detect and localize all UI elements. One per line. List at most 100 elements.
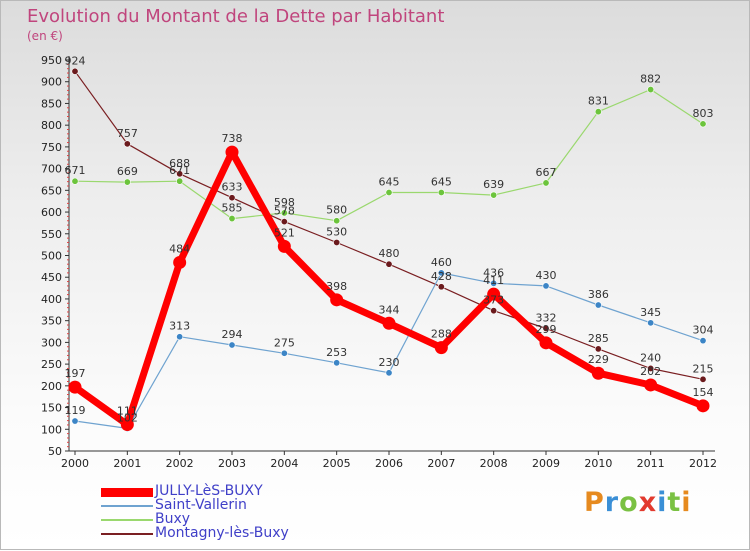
data-label: 460 xyxy=(431,256,452,269)
x-tick-label: 2006 xyxy=(375,457,403,470)
y-tick-label: 100 xyxy=(41,423,62,436)
x-tick-label: 2010 xyxy=(584,457,612,470)
y-tick-label: 50 xyxy=(48,445,62,458)
data-point xyxy=(699,375,707,383)
legend-label: Buxy xyxy=(155,511,191,527)
y-tick-label: 850 xyxy=(41,97,62,110)
data-point xyxy=(123,140,131,148)
y-tick-label: 900 xyxy=(41,76,62,89)
x-tick-label: 2007 xyxy=(427,457,455,470)
proxiti-logo: Proxiti xyxy=(584,487,692,518)
data-label: 304 xyxy=(693,324,714,337)
legend-label: Montagny-lès-Buxy xyxy=(155,525,289,541)
data-label: 882 xyxy=(640,73,661,86)
data-label: 253 xyxy=(326,346,347,359)
data-label: 633 xyxy=(222,181,243,194)
data-label: 215 xyxy=(693,362,714,375)
legend-swatch xyxy=(101,533,153,535)
data-label: 688 xyxy=(169,157,190,170)
legend-item: JULLY-LèS-BUXY xyxy=(101,483,361,499)
data-label: 598 xyxy=(274,196,295,209)
data-label: 580 xyxy=(326,204,347,217)
logo-letter: o xyxy=(619,487,639,518)
y-tick-label: 500 xyxy=(41,250,62,263)
data-point xyxy=(71,417,79,425)
data-point xyxy=(173,255,187,269)
legend-swatch xyxy=(101,488,153,497)
data-label: 275 xyxy=(274,336,295,349)
x-tick-label: 2002 xyxy=(166,457,194,470)
data-point xyxy=(385,369,393,377)
data-label: 428 xyxy=(431,270,452,283)
y-tick-label: 250 xyxy=(41,358,62,371)
data-label: 111 xyxy=(117,404,138,417)
data-label: 671 xyxy=(169,164,190,177)
data-point xyxy=(594,301,602,309)
data-point xyxy=(333,359,341,367)
data-point xyxy=(437,269,445,277)
data-point xyxy=(280,218,288,226)
x-tick-label: 2004 xyxy=(270,457,298,470)
x-tick-label: 2005 xyxy=(323,457,351,470)
legend-swatch xyxy=(101,505,153,507)
data-label: 484 xyxy=(169,242,190,255)
data-label: 738 xyxy=(222,132,243,145)
data-label: 313 xyxy=(169,320,190,333)
data-label: 645 xyxy=(431,176,452,189)
x-tick-label: 2001 xyxy=(113,457,141,470)
data-point xyxy=(385,260,393,268)
data-label: 102 xyxy=(117,411,138,424)
y-tick-label: 550 xyxy=(41,228,62,241)
data-label: 398 xyxy=(326,280,347,293)
data-point xyxy=(434,341,448,355)
data-label: 924 xyxy=(65,54,86,67)
data-label: 757 xyxy=(117,127,138,140)
data-point xyxy=(176,177,184,185)
data-point xyxy=(176,333,184,341)
data-label: 119 xyxy=(65,404,86,417)
data-point xyxy=(277,239,291,253)
legend-swatch xyxy=(101,519,153,521)
data-label: 240 xyxy=(640,351,661,364)
data-label: 436 xyxy=(483,266,504,279)
data-label: 202 xyxy=(640,365,661,378)
data-point xyxy=(120,417,134,431)
data-label: 671 xyxy=(65,164,86,177)
y-tick-label: 400 xyxy=(41,293,62,306)
data-label: 344 xyxy=(379,303,400,316)
data-label: 386 xyxy=(588,288,609,301)
x-tick-label: 2011 xyxy=(637,457,665,470)
legend-item: Saint-Vallerin xyxy=(101,497,361,513)
data-point xyxy=(542,179,550,187)
data-point xyxy=(225,145,239,159)
data-point xyxy=(330,293,344,307)
data-label: 299 xyxy=(536,323,557,336)
data-point xyxy=(699,337,707,345)
data-point xyxy=(591,366,605,380)
legend-label: Saint-Vallerin xyxy=(155,497,247,513)
data-point xyxy=(280,209,288,217)
data-point xyxy=(487,287,501,301)
legend-item: Buxy xyxy=(101,511,361,527)
x-tick-label: 2000 xyxy=(61,457,89,470)
data-label: 530 xyxy=(326,225,347,238)
y-tick-label: 150 xyxy=(41,402,62,415)
data-label: 585 xyxy=(222,202,243,215)
data-point xyxy=(539,336,553,350)
data-point xyxy=(228,341,236,349)
data-label: 288 xyxy=(431,328,452,341)
data-label: 645 xyxy=(379,176,400,189)
data-point xyxy=(333,238,341,246)
data-point xyxy=(644,378,658,392)
data-point xyxy=(490,279,498,287)
data-label: 480 xyxy=(379,247,400,260)
data-point xyxy=(437,283,445,291)
chart-unit: (en €) xyxy=(27,29,63,43)
data-point xyxy=(382,316,396,330)
data-label: 332 xyxy=(536,311,557,324)
x-tick-label: 2012 xyxy=(689,457,717,470)
data-point xyxy=(647,364,655,372)
data-label: 373 xyxy=(483,294,504,307)
data-point xyxy=(228,194,236,202)
